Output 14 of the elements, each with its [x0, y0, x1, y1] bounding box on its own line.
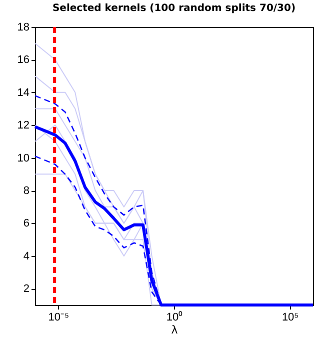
- y-tick-label: 18: [17, 22, 30, 34]
- y-tick-label: 4: [23, 250, 30, 262]
- x-tick-label: 10⁵: [282, 312, 299, 324]
- y-tick-label: 14: [17, 86, 30, 99]
- y-tick-label: 2: [23, 283, 30, 296]
- x-tick-label: 10⁰: [166, 310, 183, 324]
- x-axis-title: λ: [171, 324, 178, 336]
- y-tick-label: 16: [17, 54, 30, 66]
- x-tick-label: 10⁻⁵: [48, 312, 70, 324]
- y-tick-label: 8: [23, 185, 30, 198]
- y-tick-label: 12: [17, 120, 30, 132]
- y-tick-label: 6: [23, 218, 30, 230]
- y-tick-label: 10: [17, 152, 30, 164]
- chart-title: Selected kernels (100 random splits 70/30): [52, 3, 296, 14]
